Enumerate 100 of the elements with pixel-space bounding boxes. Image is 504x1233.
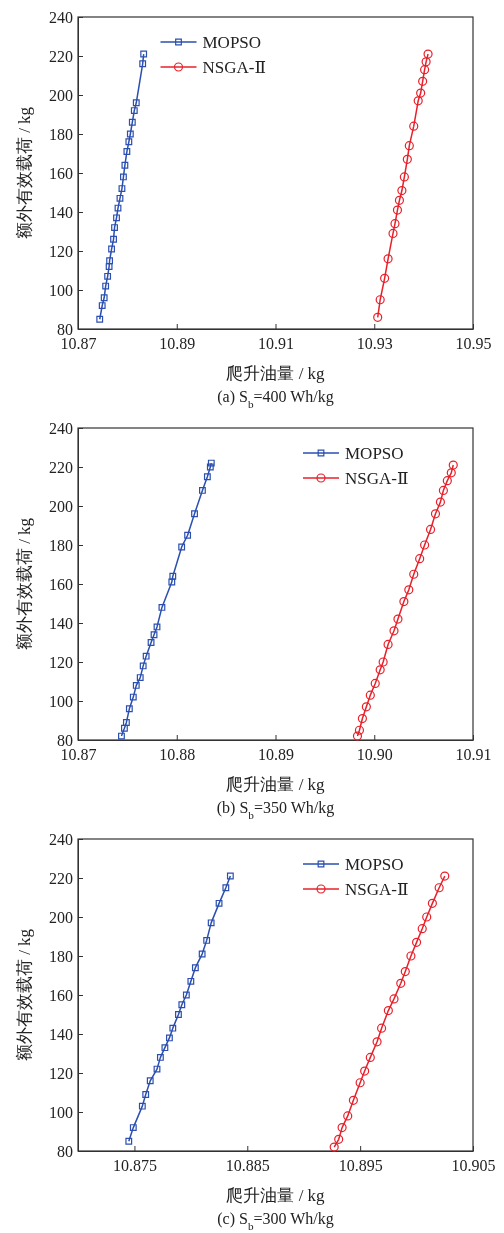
point (105, 263, 113, 271)
y-tick-label: 160 (49, 164, 73, 182)
point (187, 977, 195, 985)
x-axis-title: 爬升油量 / kg (226, 364, 326, 383)
point (123, 148, 131, 155)
point (383, 254, 393, 264)
point (365, 1052, 375, 1062)
point (420, 65, 430, 75)
text: (c) S$_{b}$=300 Wh/kg (217, 1210, 334, 1232)
point (406, 951, 416, 961)
x-axis-title: 爬升油量 / kg (226, 775, 326, 794)
y-tick-label: 180 (49, 125, 73, 143)
point (400, 967, 410, 977)
y-tick-label: 220 (49, 869, 73, 887)
point (348, 1095, 358, 1105)
point (120, 173, 127, 181)
point (125, 1137, 133, 1145)
legend-label: MOPSO (345, 855, 404, 874)
point (427, 898, 437, 908)
point (106, 257, 114, 265)
point (388, 228, 398, 239)
y-tick-label: 200 (49, 497, 73, 515)
point (118, 185, 126, 193)
point (184, 531, 192, 539)
point (100, 294, 108, 302)
point (222, 884, 230, 892)
point (169, 572, 177, 580)
point (110, 235, 117, 243)
point (377, 1023, 387, 1033)
point (383, 639, 393, 650)
point (191, 964, 199, 972)
y-tick-label: 200 (49, 86, 73, 104)
point (108, 245, 115, 253)
point (226, 872, 234, 880)
point (355, 1078, 365, 1088)
point (435, 497, 445, 507)
x-tick-label: 10.90 (356, 746, 393, 764)
point (140, 50, 148, 58)
point (118, 732, 125, 740)
y-tick-label: 180 (49, 947, 73, 965)
x-tick-label: 10.89 (159, 335, 196, 353)
point (354, 725, 365, 735)
y-tick-label: 240 (49, 830, 73, 848)
point (120, 724, 128, 732)
y-tick-label: 140 (49, 1025, 73, 1043)
point (161, 1044, 169, 1052)
point (191, 510, 198, 518)
point (337, 1123, 347, 1133)
y-axis-title: 额外有效载荷 / kg (15, 106, 34, 240)
point (126, 130, 134, 138)
point (139, 60, 147, 68)
y-tick-label: 180 (49, 536, 73, 554)
point (343, 1111, 353, 1121)
point (207, 459, 215, 467)
point (113, 214, 120, 222)
y-tick-label: 140 (49, 614, 73, 632)
point (365, 690, 375, 700)
point (136, 674, 144, 682)
point (413, 96, 423, 106)
point (430, 509, 441, 519)
point (448, 460, 458, 470)
point (404, 585, 414, 595)
point (147, 639, 155, 646)
point (138, 1102, 146, 1110)
point (383, 1006, 393, 1016)
point (415, 554, 425, 564)
point (389, 994, 399, 1004)
text: (a) S$_{b}$=400 Wh/kg (217, 388, 334, 410)
point (206, 463, 214, 471)
point (169, 1024, 177, 1032)
y-tick-label: 220 (49, 458, 73, 476)
y-tick-label: 140 (49, 203, 73, 221)
y-tick-label: 120 (49, 1064, 73, 1082)
legend-label: MOPSO (202, 33, 262, 52)
point (390, 219, 400, 229)
legend-label: NSGA-Ⅱ (345, 880, 409, 899)
point (418, 76, 428, 86)
point (352, 731, 363, 741)
x-tick-label: 10.93 (356, 335, 393, 353)
point (370, 678, 380, 689)
y-tick-label: 80 (57, 731, 73, 749)
point (158, 603, 166, 611)
point (396, 978, 406, 988)
point (153, 1065, 161, 1073)
point (175, 1011, 182, 1018)
point (150, 631, 158, 639)
x-tick-label: 10.89 (258, 746, 294, 764)
legend-label: NSGA-Ⅱ (202, 58, 267, 77)
point (139, 662, 147, 670)
y-tick-label: 200 (49, 908, 73, 926)
point (404, 141, 414, 151)
y-tick-label: 120 (49, 242, 73, 260)
point (156, 1053, 164, 1061)
y-tick-label: 240 (49, 419, 73, 437)
point (142, 1091, 150, 1098)
y-tick-label: 120 (49, 653, 73, 671)
point (438, 485, 448, 495)
point (394, 195, 405, 205)
point (397, 185, 407, 196)
point (360, 1066, 370, 1076)
